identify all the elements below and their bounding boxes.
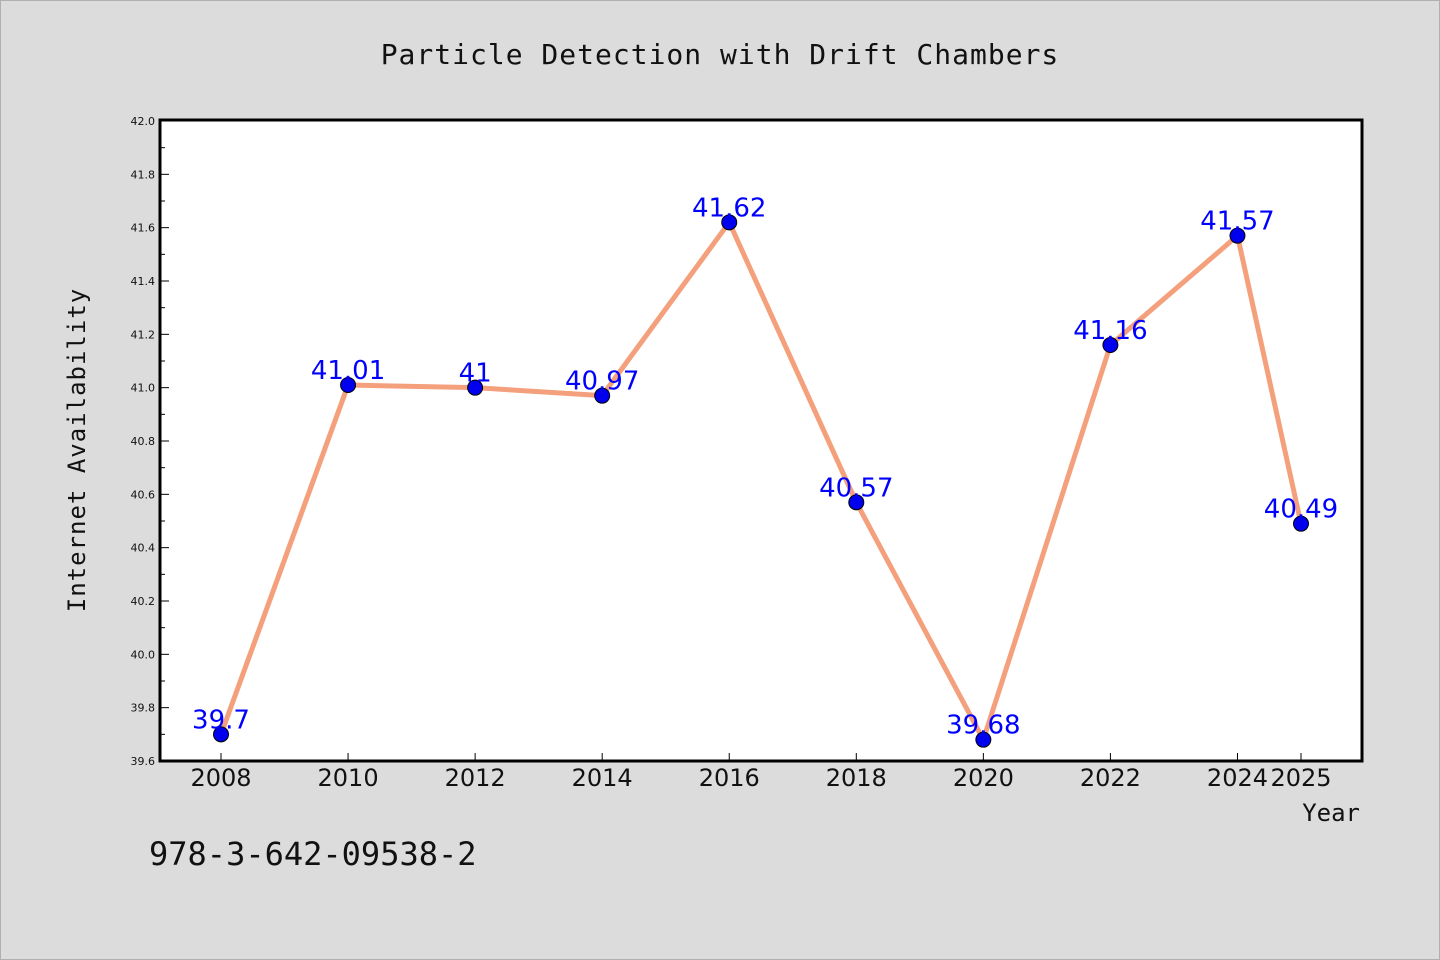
data-point xyxy=(594,387,611,404)
data-label: 41 xyxy=(459,359,492,389)
data-point xyxy=(975,731,992,748)
data-labels-group: 39.7 41.01 41 40.97 41.62 40.57 39.68 41.16 41.5… xyxy=(192,193,1338,740)
data-point xyxy=(1293,515,1309,532)
data-point xyxy=(1229,227,1246,244)
x-tick-label: 2010 xyxy=(318,764,379,792)
series-points-group xyxy=(213,214,1309,748)
y-tick-label: 41.6 xyxy=(131,222,156,235)
y-tick-label: 40.0 xyxy=(131,648,156,661)
data-label: 40.49 xyxy=(1264,495,1338,525)
data-label: 41.01 xyxy=(311,356,385,386)
data-point xyxy=(213,726,229,743)
x-tick-label: 2022 xyxy=(1080,764,1141,792)
x-tick-label: 2008 xyxy=(190,764,251,792)
x-tick-label: 2016 xyxy=(699,764,760,792)
y-tick-label: 40.6 xyxy=(131,488,156,501)
y-tick-label: 40.2 xyxy=(131,595,156,608)
data-label: 39.68 xyxy=(946,711,1020,741)
y-tick-label: 40.8 xyxy=(131,435,156,448)
plot-area xyxy=(158,118,1364,763)
y-axis: 39.6 39.8 40.0 40.2 40.4 40.6 40.8 41.0 41.2 41.4… xyxy=(131,115,169,768)
x-tick-label: 2014 xyxy=(572,764,633,792)
series-line-group xyxy=(218,219,1304,743)
x-axis: 2008 2010 2012 2014 2016 2018 2020 2022 2024 2025 xyxy=(190,753,1332,792)
y-tick-label: 40.4 xyxy=(131,542,156,555)
y-tick-label: 39.6 xyxy=(131,755,156,768)
data-label: 41.62 xyxy=(692,193,766,223)
data-label: 39.7 xyxy=(192,705,250,735)
isbn-text: 978-3-642-09538-2 xyxy=(149,835,477,873)
y-tick-label: 39.8 xyxy=(131,702,156,715)
y-tick-label: 41.4 xyxy=(131,275,156,288)
data-label: 40.97 xyxy=(565,367,639,397)
data-label: 40.57 xyxy=(819,473,893,503)
y-tick-label: 41.8 xyxy=(131,168,156,181)
y-tick-label: 41.2 xyxy=(131,328,156,341)
x-tick-label: 2012 xyxy=(445,764,506,792)
data-point xyxy=(340,377,357,393)
y-axis-label: Internet Availability xyxy=(63,288,91,612)
x-tick-label: 2020 xyxy=(953,764,1014,792)
data-label: 41.57 xyxy=(1200,207,1274,237)
data-point xyxy=(848,494,865,511)
y-tick-label: 41.0 xyxy=(131,382,156,395)
data-point xyxy=(1102,337,1119,353)
x-tick-label: 2024 xyxy=(1207,764,1268,792)
data-label: 41.16 xyxy=(1073,316,1147,346)
data-point xyxy=(467,379,484,396)
x-axis-label: Year xyxy=(1302,799,1360,827)
data-point xyxy=(721,214,738,231)
y-tick-label: 42.0 xyxy=(131,115,156,128)
x-tick-label: 2025 xyxy=(1270,764,1331,792)
series-line xyxy=(218,219,1304,743)
x-tick-label: 2018 xyxy=(826,764,887,792)
chart-title: Particle Detection with Drift Chambers xyxy=(381,38,1060,71)
